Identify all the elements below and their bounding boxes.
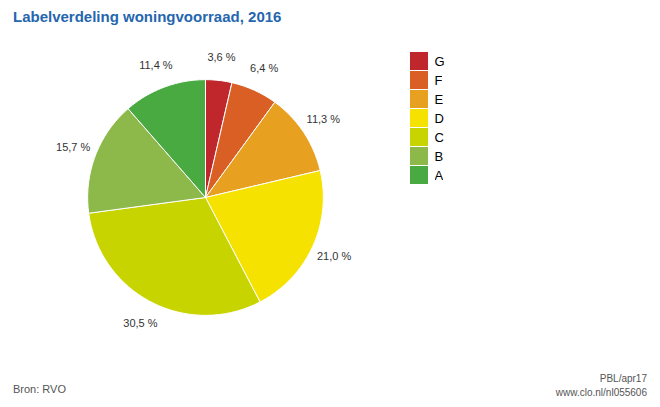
- svg-text:11,3 %: 11,3 %: [307, 113, 341, 125]
- html-text:E: E: [434, 91, 444, 107]
- html-text:D: D: [434, 110, 444, 126]
- html-text:C: C: [434, 129, 444, 145]
- html-text:F: F: [434, 72, 443, 88]
- html-text:A: A: [434, 167, 444, 183]
- html-text:Labelverdeling woningvoorraad,: Labelverdeling woningvoorraad, 2016: [13, 8, 282, 25]
- html-text:Bron: RVO: Bron: RVO: [13, 383, 66, 395]
- html-text:B: B: [434, 148, 444, 164]
- html-text:G: G: [434, 53, 445, 69]
- svg-text:21,0 %: 21,0 %: [317, 250, 351, 262]
- svg-text:6,4 %: 6,4 %: [250, 62, 278, 74]
- svg-text:30,5 %: 30,5 %: [123, 317, 157, 329]
- svg-text:3,6 %: 3,6 %: [207, 50, 235, 62]
- html-text:PBL/apr17: PBL/apr17: [599, 373, 647, 384]
- svg-text:15,7 %: 15,7 %: [56, 141, 90, 153]
- html-text:www.clo.nl/nl055606: www.clo.nl/nl055606: [555, 386, 647, 398]
- svg-text:11,4 %: 11,4 %: [139, 59, 173, 71]
